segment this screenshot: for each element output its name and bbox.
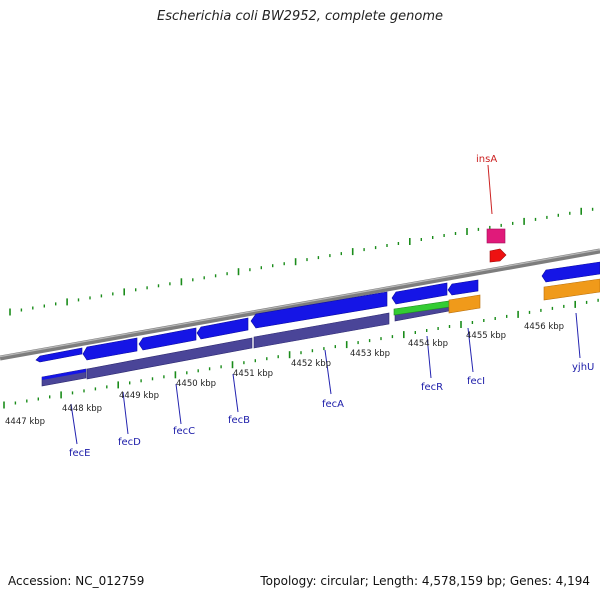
gene-label-fecI[interactable]: fecI [467, 376, 485, 387]
gene-label-fecD[interactable]: fecD [118, 437, 141, 448]
genome-summary-text: Topology: circular; Length: 4,578,159 bp… [260, 574, 590, 588]
gene-label-fecR[interactable]: fecR [421, 382, 443, 393]
ruler-label: 4452 kbp [291, 359, 331, 369]
gene-label-yjhU[interactable]: yjhU [572, 362, 594, 373]
ruler-label: 4451 kbp [233, 369, 273, 379]
gene-label-fecC[interactable]: fecC [173, 426, 195, 437]
fecI-forward-arrow[interactable] [447, 279, 479, 296]
fecE-gene-bar-top [42, 369, 86, 380]
forward-cds-track [35, 261, 600, 363]
ruler-label: 4450 kbp [176, 379, 216, 389]
fecD-forward-arrow[interactable] [82, 337, 138, 361]
ruler-label: 4454 kbp [408, 339, 448, 349]
yjhU-orange-feature[interactable] [543, 278, 600, 301]
gene-label-fecA[interactable]: fecA [322, 399, 344, 410]
ruler-label: 4449 kbp [119, 391, 159, 401]
gene-label-insA[interactable]: insA [476, 154, 497, 165]
gene-label-fecE[interactable]: fecE [69, 448, 91, 459]
fecA-forward-arrow[interactable] [250, 291, 388, 329]
genome-backbone-highlight [0, 249, 600, 358]
upper-tick-track [9, 207, 594, 316]
genome-backbone [0, 248, 600, 361]
gene-label-fecB[interactable]: fecB [228, 415, 250, 426]
ruler-label: 4448 kbp [62, 404, 102, 414]
accession-text: Accession: NC_012759 [8, 574, 145, 588]
lower-tick-track [3, 298, 599, 409]
fecC-forward-arrow[interactable] [138, 327, 197, 351]
genome-title: Escherichia coli BW2952, complete genome [157, 9, 443, 24]
ruler-label: 4455 kbp [466, 331, 506, 341]
reverse-feature-track [41, 278, 600, 387]
gene-label-leaders [70, 164, 581, 445]
yjhU-forward-arrow[interactable] [541, 261, 600, 283]
fecI-orange-feature[interactable] [448, 294, 481, 314]
ruler-label: 4456 kbp [524, 322, 564, 332]
fecR-forward-arrow[interactable] [391, 282, 448, 305]
fecB-forward-arrow[interactable] [196, 317, 249, 340]
red-arrow-feature[interactable] [489, 248, 507, 263]
fecE-forward-arrow[interactable] [35, 347, 83, 363]
ruler-label: 4453 kbp [350, 349, 390, 359]
fecD-fecA-gene-bar[interactable] [86, 337, 253, 380]
fecA-gene-bar[interactable] [253, 312, 390, 349]
ruler-label: 4447 kbp [5, 417, 45, 427]
insA-feature[interactable] [486, 228, 506, 244]
